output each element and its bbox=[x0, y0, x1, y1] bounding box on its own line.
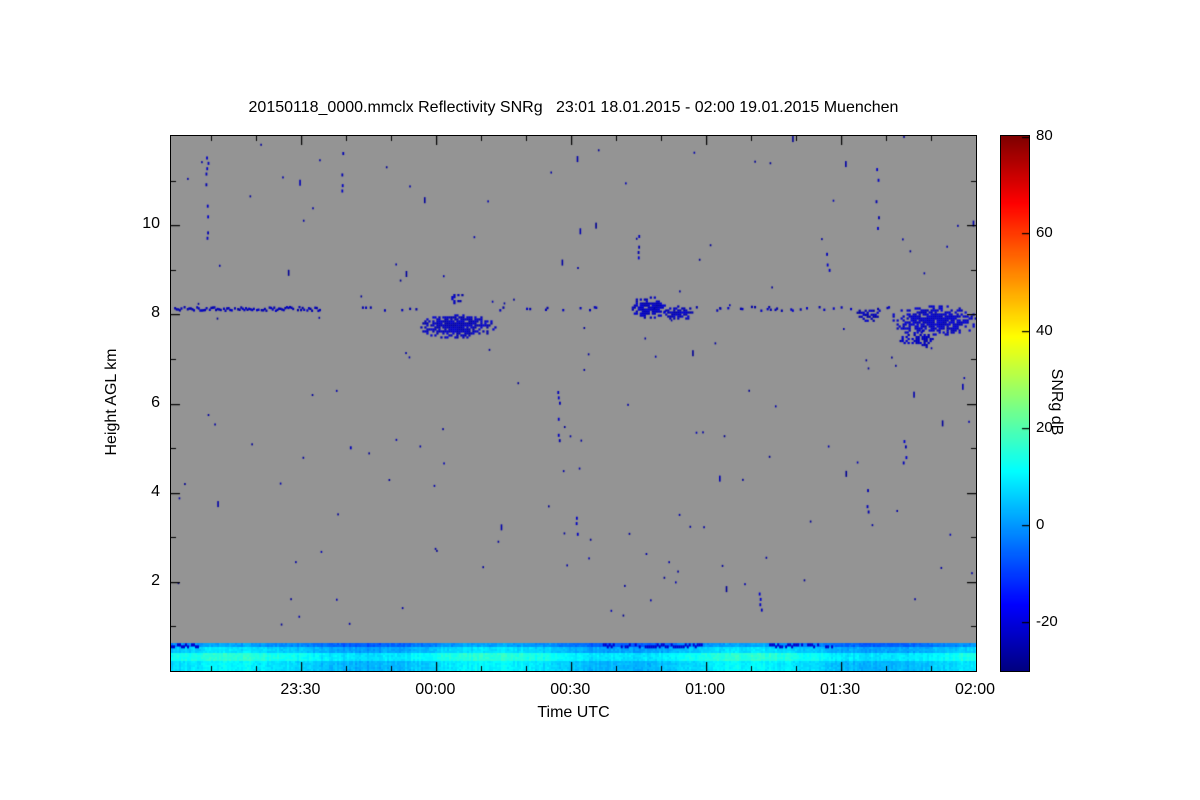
colorbar-tick-label: -20 bbox=[1036, 613, 1058, 631]
x-tick-label: 01:30 bbox=[820, 681, 861, 698]
colorbar-tick-label: 60 bbox=[1036, 224, 1053, 242]
x-tick-label: 02:00 bbox=[954, 681, 996, 698]
x-tick-label: 01:00 bbox=[685, 681, 726, 698]
x-tick-label: 23:30 bbox=[280, 681, 321, 698]
y-tick-label: 6 bbox=[151, 393, 160, 411]
colorbar-tick-label: 0 bbox=[1036, 516, 1045, 534]
y-tick-label: 10 bbox=[142, 215, 160, 233]
heatmap-plot-area bbox=[170, 135, 977, 672]
colorbar-tick-label: 20 bbox=[1036, 418, 1053, 436]
x-tick-label: 00:30 bbox=[550, 681, 591, 698]
colorbar-tick-label: 40 bbox=[1036, 321, 1053, 339]
colorbar-tick-label: 80 bbox=[1036, 127, 1053, 144]
y-tick-label: 4 bbox=[151, 482, 160, 500]
chart-title: 20150118_0000.mmclx Reflectivity SNRg 23… bbox=[248, 99, 899, 116]
x-axis-label: Time UTC bbox=[537, 704, 610, 721]
y-tick-label: 2 bbox=[151, 571, 160, 589]
y-tick-label: 8 bbox=[151, 304, 160, 322]
colorbar bbox=[1000, 135, 1030, 672]
x-tick-label: 00:00 bbox=[415, 681, 456, 698]
